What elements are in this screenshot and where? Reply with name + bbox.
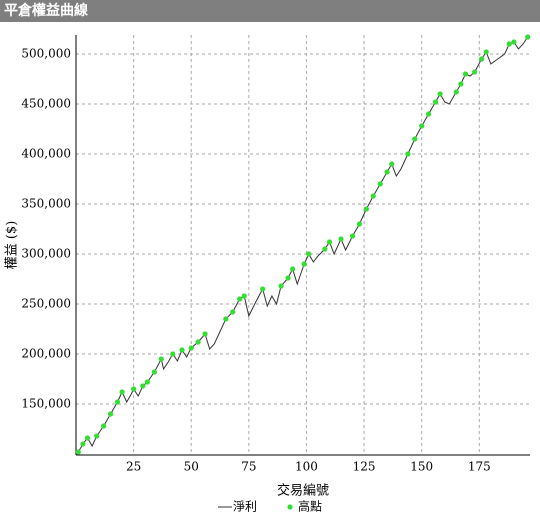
high-point (75, 449, 81, 455)
y-tick-label: 350,000 (21, 197, 71, 211)
high-point (94, 433, 100, 439)
high-point (114, 399, 121, 405)
high-point (80, 441, 86, 447)
high-point (170, 351, 176, 357)
high-point (458, 81, 464, 87)
equity-line (77, 36, 529, 453)
high-point (511, 39, 517, 45)
high-point (338, 236, 344, 242)
high-point (483, 49, 489, 55)
high-point (241, 293, 247, 299)
high-point (453, 89, 459, 95)
y-axis-label: 權益 ($) (5, 221, 20, 270)
y-tick-label: 500,000 (21, 47, 71, 61)
x-tick-label: 150 (410, 460, 433, 474)
high-point (479, 56, 485, 62)
high-point (370, 193, 376, 199)
y-tick-label: 450,000 (21, 97, 71, 111)
high-point (107, 411, 114, 417)
high-point (158, 356, 164, 362)
high-point (131, 386, 137, 392)
y-tick-label: 400,000 (21, 147, 71, 161)
high-point (389, 161, 395, 167)
x-tick-label: 100 (295, 460, 318, 474)
legend-label: 高點 (298, 499, 322, 514)
high-point (260, 286, 266, 292)
x-tick-label: 125 (353, 460, 376, 474)
high-point (525, 34, 531, 40)
high-point (188, 345, 194, 351)
high-point (278, 283, 284, 289)
high-point (356, 221, 363, 227)
high-point (506, 41, 512, 47)
high-point (472, 69, 478, 75)
high-point (462, 71, 469, 77)
high-point (140, 383, 146, 389)
high-point (202, 331, 208, 337)
x-tick-label: 50 (184, 460, 199, 474)
high-point (230, 309, 236, 315)
high-point (412, 136, 418, 142)
x-tick-label: 175 (468, 460, 491, 474)
high-point (301, 261, 307, 267)
high-point (84, 435, 91, 441)
high-point (405, 151, 411, 157)
high-point (349, 233, 356, 239)
high-point (306, 251, 312, 257)
x-axis-label: 交易編號 (277, 483, 329, 499)
high-point (363, 206, 369, 212)
high-point (101, 423, 107, 429)
high-point (119, 389, 125, 395)
high-point (377, 181, 383, 187)
high-point (290, 266, 296, 272)
high-point (419, 123, 425, 129)
legend-label: 淨利 (233, 500, 257, 514)
high-point (322, 246, 328, 252)
y-tick-label: 200,000 (21, 347, 71, 361)
title-bar: 平倉權益曲線 (0, 0, 540, 22)
high-point (237, 296, 243, 302)
chart: 150,000 200,000 250,000 300,000 350,000 400,0… (5, 34, 531, 514)
y-tick-label: 250,000 (21, 297, 71, 311)
high-point (223, 316, 229, 322)
high-point (179, 347, 185, 353)
x-tick-label: 75 (241, 460, 256, 474)
high-point (425, 111, 432, 117)
high-point (384, 169, 390, 175)
y-tick-label: 300,000 (21, 247, 71, 261)
high-point (437, 91, 443, 97)
high-point (326, 239, 333, 245)
y-tick-label: 150,000 (21, 397, 71, 411)
high-point (151, 369, 157, 375)
high-point (285, 275, 291, 281)
high-point (144, 379, 151, 385)
legend-marker (287, 504, 293, 510)
high-point (432, 99, 439, 105)
x-tick-label: 25 (126, 460, 141, 474)
high-point (195, 339, 201, 345)
